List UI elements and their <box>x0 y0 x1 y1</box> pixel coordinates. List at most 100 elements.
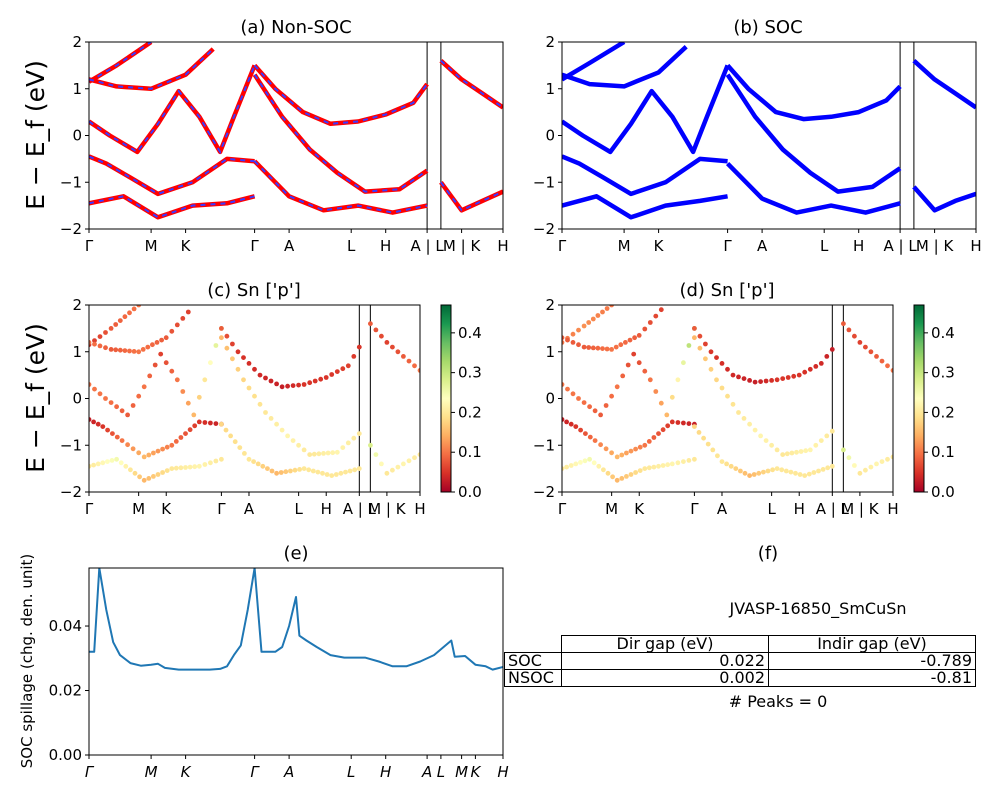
panel-b-band-line <box>562 64 730 155</box>
panel-c-weight-point <box>406 358 412 364</box>
panel-c-weight-point <box>180 316 186 321</box>
panel-d-weight-point <box>868 349 874 355</box>
panel-c-weight-point <box>356 344 362 350</box>
panel-c-weight-point <box>255 461 261 467</box>
panel-c-xtick-label: Γ <box>85 500 94 518</box>
panel-d-weight-point <box>794 449 799 455</box>
panel-d-weight-point <box>783 468 789 474</box>
panel-b-ytick-label: 0 <box>545 127 555 145</box>
spillage-line <box>89 568 503 671</box>
panel-c-title: (c) Sn ['p'] <box>207 280 301 301</box>
panel-a-ytick-label: −1 <box>60 173 82 191</box>
panel-d-weight-point <box>885 456 890 462</box>
panel-d-weight-point <box>747 378 752 383</box>
panel-c-weight-point <box>343 469 348 475</box>
panel-d-weight-point <box>647 320 653 325</box>
panel-d-weight-point <box>675 420 681 425</box>
panel-d-weight-point <box>633 446 638 452</box>
panel-d-weight-point <box>696 430 702 435</box>
panel-e-xtick-label: M <box>145 763 158 781</box>
panel-d-weight-point <box>774 447 780 453</box>
panel-d-weight-point <box>636 360 642 366</box>
panel-a-ytick-label: 1 <box>72 80 82 98</box>
panel-c-weight-point <box>235 349 241 355</box>
panel-c-weight-point <box>117 347 123 353</box>
panel-c-weight-point <box>307 380 313 386</box>
panel-c-xtick-label: K <box>161 500 172 518</box>
panel-c-weight-point <box>151 474 156 479</box>
panel-d-weight-point <box>624 474 629 479</box>
panel-c-weight-point <box>130 403 136 408</box>
panel-c-xtick-label: M <box>132 500 145 518</box>
panel-a-band-line <box>89 194 256 220</box>
gap-table-cell-indir: -0.81 <box>768 669 976 687</box>
panel-c-weight-point <box>141 384 147 390</box>
gap-table: Dir gap (eV) Indir gap (eV) SOC 0.022 -0… <box>504 635 976 687</box>
panel-c-weight-point <box>123 463 129 469</box>
panel-d-weight-point <box>802 473 808 478</box>
panel-e-title: (e) <box>283 543 308 564</box>
panel-c-xtick-label: Γ <box>217 500 226 518</box>
panel-d-weight-point <box>614 454 620 460</box>
panel-d-weight-point <box>714 355 719 360</box>
panel-c-weight-point <box>192 464 198 470</box>
panel-d-weight-point <box>697 345 703 351</box>
panel-c-weight-point <box>108 347 114 352</box>
panel-c-weight-point <box>127 348 132 354</box>
panel-c-weight-point <box>241 377 246 383</box>
panel-c-weight-point <box>108 326 114 331</box>
panel-d-weight-point <box>562 335 565 341</box>
panel-d-weight-point <box>813 364 819 369</box>
panel-d-weight-point <box>715 453 720 459</box>
panel-d-weight-point <box>646 465 652 471</box>
panel-c-weight-point <box>224 333 230 339</box>
panel-d-weight-point <box>863 467 868 473</box>
panel-d-weight-point <box>813 442 819 448</box>
colorbar-d <box>913 304 925 493</box>
panel-d-weight-point <box>653 313 659 319</box>
panel-c-data <box>89 305 420 492</box>
panel-d-weight-point <box>852 333 857 339</box>
panel-b-ytick-label: 1 <box>545 80 555 98</box>
panel-d-weight-point <box>623 340 628 345</box>
panel-c-weight-point <box>296 442 301 448</box>
panel-d-xtick-label: H <box>794 500 805 518</box>
panel-a-xtick-label: M <box>145 237 158 255</box>
panel-d-weight-point <box>774 466 780 471</box>
panel-d-weight-point <box>562 417 565 422</box>
panel-c-weight-point <box>140 347 146 352</box>
panel-c-weight-point <box>310 468 316 474</box>
panel-e-ytick-label: 0.04 <box>49 617 82 635</box>
panel-c-weight-point <box>125 412 130 418</box>
panel-c-xtick-label: H <box>321 500 332 518</box>
panel-d-weight-point <box>779 467 785 473</box>
panel-d-weight-point <box>701 435 706 441</box>
panel-d-weight-point <box>752 427 758 433</box>
panel-c-weight-point <box>127 310 132 316</box>
panel-c-weight-point <box>178 435 184 440</box>
panel-d-weight-point <box>601 467 606 473</box>
panel-d-weight-point <box>592 408 598 414</box>
panel-c-weight-point <box>333 472 339 477</box>
panel-d-weight-point <box>697 333 703 339</box>
panel-c-weight-point <box>103 330 108 335</box>
panel-a-band-dash <box>89 48 214 90</box>
band-ylabel-top: E − E_f (eV) <box>21 60 50 210</box>
panel-c-weight-point <box>185 400 191 406</box>
panel-d-weight-point <box>578 460 583 465</box>
panel-d-weight-point <box>627 337 633 343</box>
panel-a-band-dash <box>89 65 256 155</box>
panel-d-weight-point <box>868 464 874 470</box>
panel-d-weight-point <box>562 382 565 387</box>
panel-c-weight-point <box>268 416 274 421</box>
panel-d-weight-point <box>829 428 835 434</box>
panel-d-weight-point <box>829 463 835 469</box>
panel-d-weight-point <box>637 444 643 450</box>
panel-a-ytick-label: 0 <box>72 127 82 145</box>
colorbar-d-tick-label: 0.1 <box>931 443 955 461</box>
panel-c-weight-point <box>316 451 322 457</box>
gap-table-cell-dir: 0.002 <box>561 669 769 687</box>
panel-c-weight-point <box>114 456 119 462</box>
panel-d-weight-point <box>686 421 692 426</box>
panel-d-weight-point <box>625 362 631 368</box>
